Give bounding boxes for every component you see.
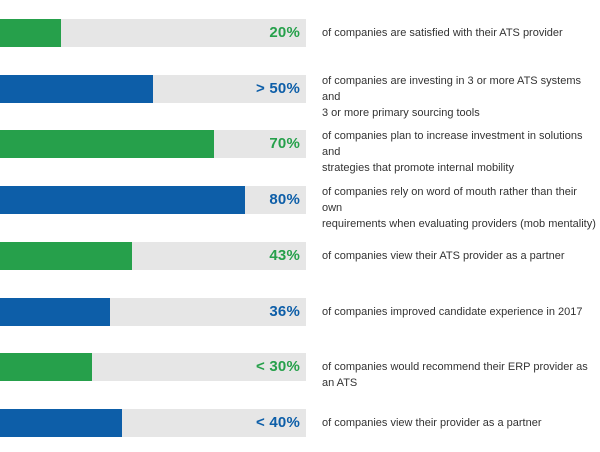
bar-row: 36% (0, 298, 600, 326)
bar-track: > 50% (0, 75, 306, 103)
bar-track: 80% (0, 186, 306, 214)
bar-row: 43% (0, 242, 600, 270)
bar-fill (0, 353, 92, 381)
bar-row: 80% (0, 186, 600, 214)
bar-description: of companies rely on word of mouth rathe… (322, 186, 596, 230)
bar-value-label: 20% (269, 24, 300, 41)
bar-track: < 40% (0, 409, 306, 437)
bar-fill (0, 186, 245, 214)
bar-row: < 30% (0, 353, 600, 381)
bar-fill (0, 242, 132, 270)
bar-row: < 40% (0, 409, 600, 437)
bar-fill (0, 130, 215, 158)
bar-description: of companies view their provider as a pa… (322, 417, 542, 429)
bar-track: 70% (0, 130, 306, 158)
bar-track: 43% (0, 242, 306, 270)
bar-value-label: 43% (269, 247, 300, 264)
bar-track: < 30% (0, 353, 306, 381)
bar-value-label: 36% (269, 303, 300, 320)
bar-row: > 50% (0, 75, 600, 103)
bar-description: of companies are investing in 3 or more … (322, 75, 582, 119)
bar-fill (0, 298, 111, 326)
bar-row: 20% (0, 19, 600, 47)
bar-description: of companies are satisfied with their AT… (322, 27, 563, 39)
bar-description: of companies plan to increase investment… (322, 130, 583, 174)
bar-row: 70% (0, 130, 600, 158)
bar-fill (0, 19, 62, 47)
bar-description: of companies improved candidate experien… (322, 306, 583, 318)
bar-description: of companies would recommend their ERP p… (322, 361, 588, 389)
bar-value-label: < 30% (256, 358, 300, 375)
bar-track: 36% (0, 298, 306, 326)
bar-value-label: < 40% (256, 414, 300, 431)
bar-value-label: 80% (269, 191, 300, 208)
bar-description: of companies view their ATS provider as … (322, 250, 565, 262)
bar-value-label: 70% (269, 135, 300, 152)
bar-track: 20% (0, 19, 306, 47)
bar-fill (0, 409, 123, 437)
bar-fill (0, 75, 153, 103)
bar-value-label: > 50% (256, 80, 300, 97)
